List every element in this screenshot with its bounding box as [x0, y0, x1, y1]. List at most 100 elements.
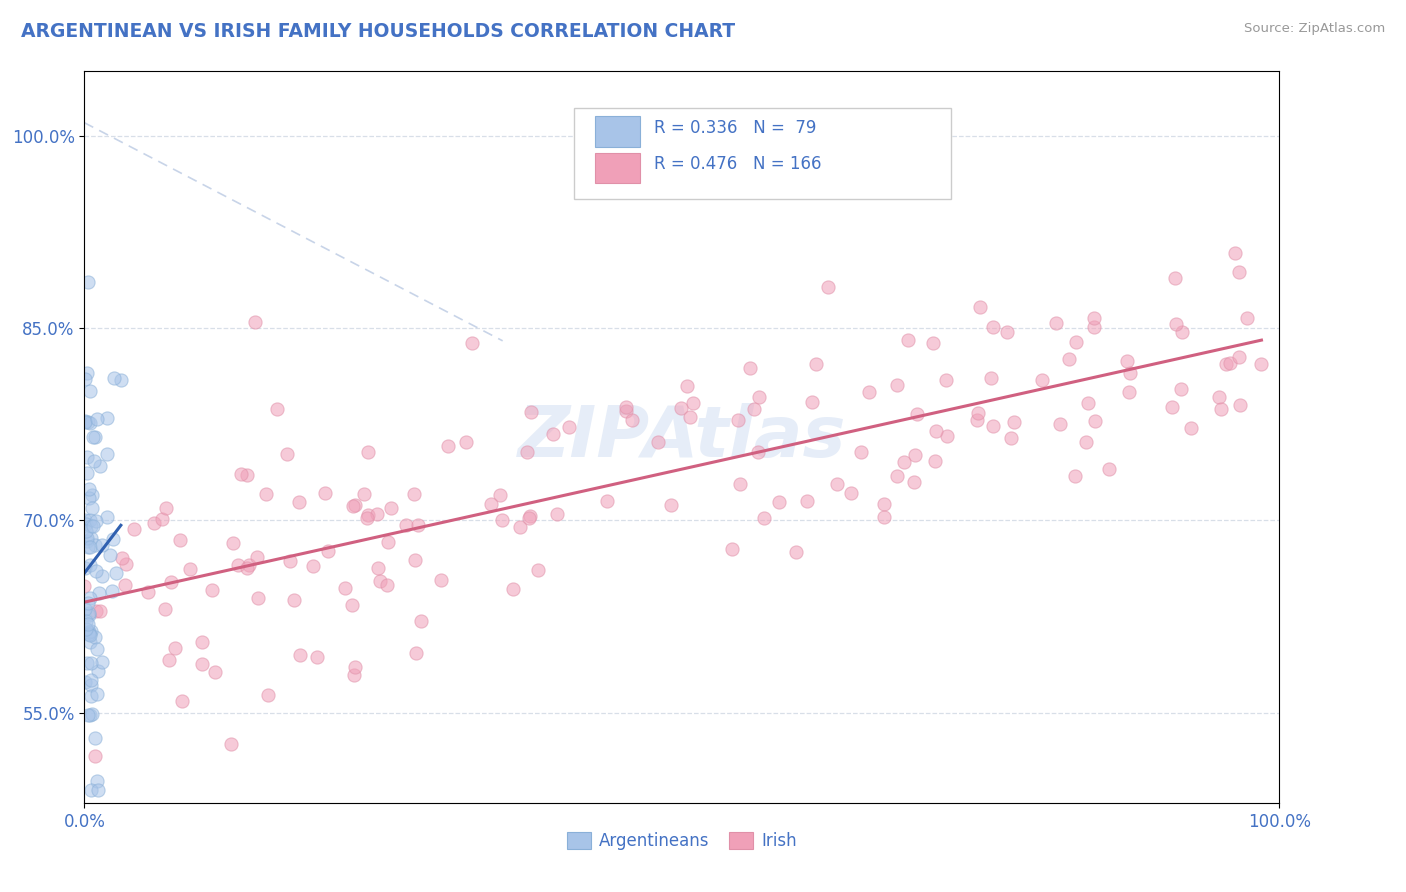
- Point: [101, 584, 124, 599]
- Point: [114, 578, 136, 592]
- Point: [509, 520, 531, 534]
- Point: [79, 558, 101, 573]
- Point: [1118, 385, 1140, 400]
- Point: [163, 641, 186, 656]
- Point: [905, 407, 928, 421]
- Point: [1049, 417, 1071, 431]
- Point: [83, 748, 105, 763]
- Point: [79, 384, 101, 398]
- Text: R = 0.476   N = 166: R = 0.476 N = 166: [654, 155, 823, 173]
- Point: [236, 560, 259, 574]
- Point: [742, 402, 765, 417]
- Point: [1163, 271, 1185, 285]
- Point: [404, 486, 426, 500]
- Point: [219, 737, 242, 751]
- Point: [897, 333, 920, 347]
- Point: [1084, 414, 1107, 428]
- Point: [886, 469, 908, 483]
- Point: [75, 674, 97, 689]
- Point: [86, 688, 108, 702]
- Point: [676, 379, 699, 393]
- Point: [488, 488, 510, 502]
- Point: [1208, 390, 1230, 404]
- Point: [558, 420, 581, 434]
- Point: [73, 560, 96, 574]
- FancyBboxPatch shape: [575, 108, 950, 200]
- Point: [77, 541, 100, 555]
- Point: [342, 599, 364, 613]
- Point: [73, 415, 96, 429]
- Point: [1170, 382, 1192, 396]
- Point: [80, 532, 103, 546]
- Point: [103, 371, 125, 385]
- Point: [727, 413, 749, 427]
- Point: [659, 498, 682, 512]
- Point: [90, 569, 112, 583]
- Point: [238, 558, 260, 573]
- Point: [160, 574, 183, 589]
- Point: [682, 396, 704, 410]
- Point: [479, 497, 502, 511]
- Point: [1225, 246, 1247, 260]
- Point: [614, 401, 637, 415]
- Point: [546, 508, 568, 522]
- Point: [105, 566, 128, 580]
- Point: [801, 395, 824, 409]
- Point: [748, 390, 770, 404]
- Point: [288, 648, 311, 662]
- Point: [904, 448, 927, 462]
- Point: [366, 507, 388, 521]
- Point: [614, 403, 637, 417]
- Point: [754, 511, 776, 525]
- Point: [236, 467, 259, 482]
- Point: [785, 545, 807, 559]
- Point: [858, 385, 880, 400]
- Point: [353, 487, 375, 501]
- Point: [367, 561, 389, 575]
- Point: [228, 558, 250, 572]
- Point: [526, 563, 548, 577]
- Point: [1164, 317, 1187, 331]
- Point: [84, 429, 107, 443]
- FancyBboxPatch shape: [595, 153, 640, 183]
- Point: [76, 656, 98, 670]
- Point: [82, 519, 104, 533]
- Point: [169, 533, 191, 547]
- Point: [73, 602, 96, 616]
- Point: [804, 357, 827, 371]
- Point: [91, 655, 114, 669]
- Point: [229, 467, 252, 481]
- Point: [408, 518, 430, 533]
- Point: [82, 430, 104, 444]
- Point: [246, 549, 269, 564]
- Legend: Argentineans, Irish: Argentineans, Irish: [561, 825, 803, 856]
- Point: [96, 510, 118, 524]
- Point: [541, 426, 564, 441]
- Point: [747, 445, 769, 459]
- Point: [409, 615, 432, 629]
- Point: [454, 435, 477, 450]
- Point: [150, 512, 173, 526]
- Point: [89, 459, 111, 474]
- Point: [89, 605, 111, 619]
- Point: [1098, 462, 1121, 476]
- Point: [357, 508, 380, 522]
- Point: [157, 653, 180, 667]
- Point: [75, 372, 97, 386]
- Point: [79, 591, 101, 605]
- Point: [191, 635, 214, 649]
- Point: [1119, 366, 1142, 380]
- Point: [76, 450, 98, 464]
- Point: [124, 522, 146, 536]
- Point: [817, 280, 839, 294]
- Point: [333, 581, 356, 595]
- Point: [405, 647, 427, 661]
- Point: [395, 518, 418, 533]
- Point: [981, 418, 1004, 433]
- Point: [922, 335, 945, 350]
- Point: [84, 731, 107, 746]
- Point: [84, 514, 107, 528]
- Point: [1064, 335, 1087, 350]
- Point: [115, 557, 138, 571]
- Point: [377, 534, 399, 549]
